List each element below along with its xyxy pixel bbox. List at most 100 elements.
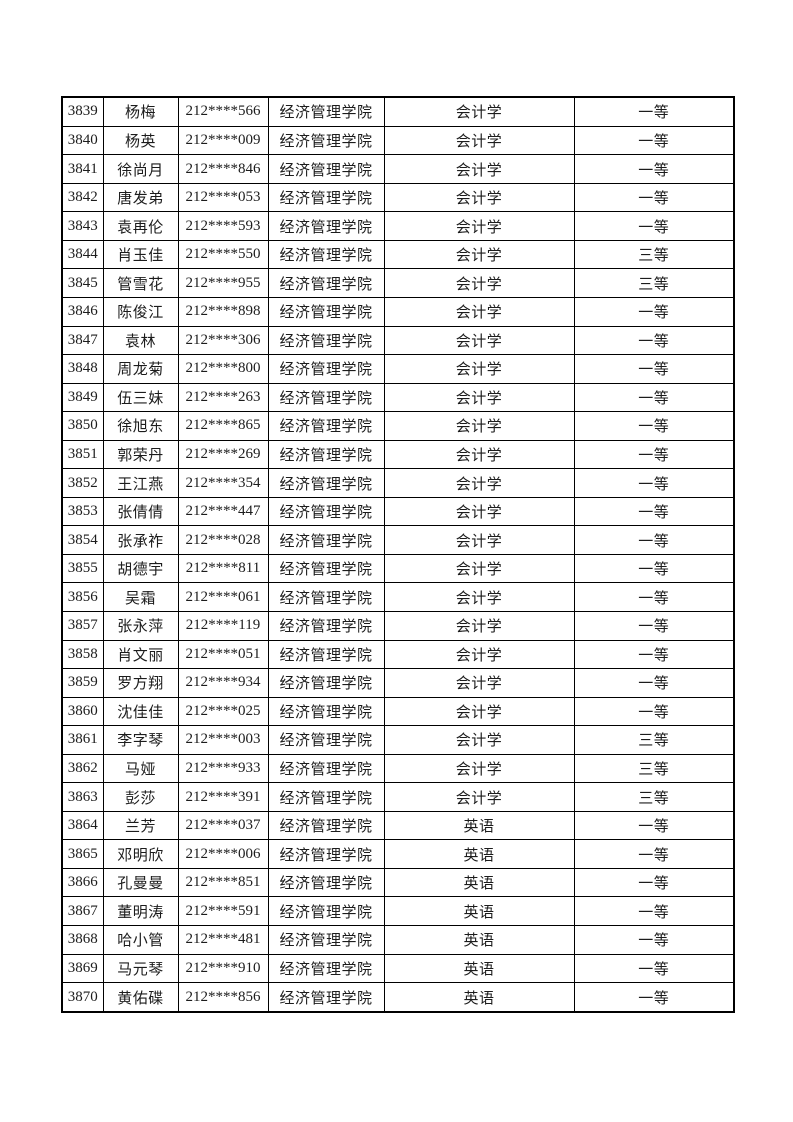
award-cell: 一等 (573, 382, 735, 413)
serial-cell: 3859 (61, 668, 104, 698)
table-row: 3862 马娅 212****933 经济管理学院 会计学 三等 (61, 753, 735, 784)
table-row: 3849 伍三妹 212****263 经济管理学院 会计学 一等 (61, 382, 735, 413)
name-cell: 王江燕 (102, 468, 179, 498)
table-row: 3861 李字琴 212****003 经济管理学院 会计学 三等 (61, 725, 735, 755)
college-cell: 经济管理学院 (267, 525, 385, 555)
student-id-cell: 212****846 (177, 154, 269, 184)
award-cell: 一等 (573, 182, 735, 213)
major-cell: 英语 (383, 953, 575, 984)
college-cell: 经济管理学院 (267, 553, 385, 584)
name-cell: 陈俊江 (102, 296, 179, 327)
college-cell: 经济管理学院 (267, 125, 385, 156)
major-cell: 会计学 (383, 496, 575, 527)
major-cell: 会计学 (383, 753, 575, 784)
college-cell: 经济管理学院 (267, 96, 385, 127)
college-cell: 经济管理学院 (267, 896, 385, 926)
student-id-cell: 212****955 (177, 268, 269, 298)
student-id-cell: 212****898 (177, 296, 269, 327)
student-id-cell: 212****811 (177, 553, 269, 584)
table-row: 3858 肖文丽 212****051 经济管理学院 会计学 一等 (61, 639, 735, 670)
college-cell: 经济管理学院 (267, 725, 385, 755)
table-row: 3869 马元琴 212****910 经济管理学院 英语 一等 (61, 953, 735, 984)
student-id-cell: 212****025 (177, 696, 269, 727)
major-cell: 会计学 (383, 525, 575, 555)
student-id-cell: 212****009 (177, 125, 269, 156)
award-cell: 一等 (573, 525, 735, 555)
student-id-cell: 212****856 (177, 982, 269, 1013)
table-row: 3845 管雪花 212****955 经济管理学院 会计学 三等 (61, 268, 735, 298)
major-cell: 会计学 (383, 582, 575, 612)
table-row: 3841 徐尚月 212****846 经济管理学院 会计学 一等 (61, 154, 735, 184)
college-cell: 经济管理学院 (267, 610, 385, 641)
award-cell: 一等 (573, 154, 735, 184)
major-cell: 会计学 (383, 610, 575, 641)
award-cell: 一等 (573, 211, 735, 241)
name-cell: 张承祚 (102, 525, 179, 555)
serial-cell: 3869 (61, 953, 104, 984)
major-cell: 英语 (383, 982, 575, 1013)
college-cell: 经济管理学院 (267, 810, 385, 841)
student-id-cell: 212****593 (177, 211, 269, 241)
table-row: 3839 杨梅 212****566 经济管理学院 会计学 一等 (61, 96, 735, 127)
serial-cell: 3858 (61, 639, 104, 670)
student-id-cell: 212****910 (177, 953, 269, 984)
major-cell: 会计学 (383, 411, 575, 441)
award-cell: 一等 (573, 867, 735, 898)
serial-cell: 3856 (61, 582, 104, 612)
college-cell: 经济管理学院 (267, 439, 385, 470)
name-cell: 胡德宇 (102, 553, 179, 584)
name-cell: 孔曼曼 (102, 867, 179, 898)
major-cell: 会计学 (383, 553, 575, 584)
student-id-cell: 212****566 (177, 96, 269, 127)
serial-cell: 3846 (61, 296, 104, 327)
award-cell: 一等 (573, 896, 735, 926)
name-cell: 吴霜 (102, 582, 179, 612)
major-cell: 英语 (383, 896, 575, 926)
serial-cell: 3854 (61, 525, 104, 555)
student-id-cell: 212****119 (177, 610, 269, 641)
name-cell: 袁再伦 (102, 211, 179, 241)
serial-cell: 3863 (61, 782, 104, 812)
name-cell: 唐发弟 (102, 182, 179, 213)
award-cell: 一等 (573, 96, 735, 127)
major-cell: 会计学 (383, 154, 575, 184)
college-cell: 经济管理学院 (267, 582, 385, 612)
name-cell: 黄佑碟 (102, 982, 179, 1013)
award-cell: 一等 (573, 553, 735, 584)
serial-cell: 3848 (61, 354, 104, 384)
table-row: 3850 徐旭东 212****865 经济管理学院 会计学 一等 (61, 411, 735, 441)
name-cell: 肖玉佳 (102, 239, 179, 270)
major-cell: 会计学 (383, 96, 575, 127)
table-row: 3867 董明涛 212****591 经济管理学院 英语 一等 (61, 896, 735, 926)
serial-cell: 3860 (61, 696, 104, 727)
student-id-cell: 212****591 (177, 896, 269, 926)
serial-cell: 3853 (61, 496, 104, 527)
table-row: 3870 黄佑碟 212****856 经济管理学院 英语 一等 (61, 982, 735, 1013)
award-cell: 一等 (573, 810, 735, 841)
table-row: 3864 兰芳 212****037 经济管理学院 英语 一等 (61, 810, 735, 841)
name-cell: 李字琴 (102, 725, 179, 755)
name-cell: 伍三妹 (102, 382, 179, 413)
college-cell: 经济管理学院 (267, 268, 385, 298)
college-cell: 经济管理学院 (267, 867, 385, 898)
name-cell: 兰芳 (102, 810, 179, 841)
college-cell: 经济管理学院 (267, 982, 385, 1013)
college-cell: 经济管理学院 (267, 382, 385, 413)
major-cell: 会计学 (383, 668, 575, 698)
college-cell: 经济管理学院 (267, 953, 385, 984)
serial-cell: 3870 (61, 982, 104, 1013)
award-cell: 一等 (573, 610, 735, 641)
major-cell: 会计学 (383, 125, 575, 156)
major-cell: 会计学 (383, 239, 575, 270)
college-cell: 经济管理学院 (267, 696, 385, 727)
major-cell: 会计学 (383, 725, 575, 755)
major-cell: 会计学 (383, 211, 575, 241)
student-id-cell: 212****061 (177, 582, 269, 612)
major-cell: 会计学 (383, 182, 575, 213)
serial-cell: 3851 (61, 439, 104, 470)
name-cell: 肖文丽 (102, 639, 179, 670)
serial-cell: 3861 (61, 725, 104, 755)
major-cell: 英语 (383, 839, 575, 869)
table-row: 3863 彭莎 212****391 经济管理学院 会计学 三等 (61, 782, 735, 812)
table-row: 3840 杨英 212****009 经济管理学院 会计学 一等 (61, 125, 735, 156)
